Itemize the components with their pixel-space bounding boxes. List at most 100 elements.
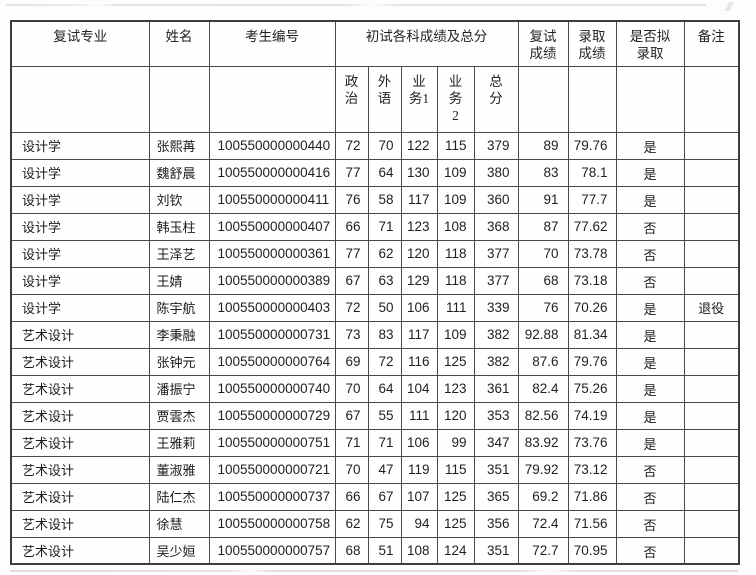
retest-score-cell: 70 (517, 239, 569, 268)
foreign-language-score-cell: 72 (367, 347, 402, 376)
foreign-language-score-cell: 71 (367, 212, 402, 241)
remark-cell (683, 428, 740, 457)
major-course-1-score-cell: 108 (400, 536, 438, 565)
name-cell: 董淑雅 (148, 455, 210, 484)
candidate-id-cell: 100550000000407 (208, 212, 336, 241)
politics-score-cell: 70 (334, 374, 369, 403)
retest-score-cell: 76 (517, 293, 569, 322)
name-cell: 魏舒晨 (148, 158, 210, 187)
admission-score-cell: 73.18 (567, 266, 617, 295)
major-course-2-score-cell: 109 (436, 185, 475, 214)
admitted-cell: 是 (615, 158, 685, 187)
politics-score-cell: 72 (334, 293, 369, 322)
col-header-admitted: 是否拟 录取 (615, 20, 685, 67)
empty-header-cell (615, 65, 685, 133)
foreign-language-score-cell: 67 (367, 482, 402, 511)
admitted-cell: 否 (615, 212, 685, 241)
subcol-header-foreign-language: 外 语 (367, 65, 402, 133)
major-cell: 艺术设计 (10, 482, 150, 511)
empty-header-cell (148, 65, 210, 133)
name-cell: 徐慧 (148, 509, 210, 538)
col-header-name: 姓名 (148, 20, 210, 67)
candidate-id-cell: 100550000000721 (208, 455, 336, 484)
admitted-cell: 是 (615, 428, 685, 457)
major-course-1-score-cell: 117 (400, 320, 438, 349)
foreign-language-score-cell: 58 (367, 185, 402, 214)
admission-results-table: 复试专业 姓名 考生编号 初试各科成绩及总分 复试 成绩 录取 成绩 是否拟 录… (10, 20, 740, 565)
admission-score-cell: 71.56 (567, 509, 617, 538)
major-course-2-score-cell: 109 (436, 320, 475, 349)
col-header-retest-score: 复试 成绩 (517, 20, 569, 67)
admitted-cell: 是 (615, 401, 685, 430)
politics-score-cell: 76 (334, 185, 369, 214)
name-cell: 李秉融 (148, 320, 210, 349)
admitted-cell: 否 (615, 536, 685, 565)
major-course-1-score-cell: 117 (400, 185, 438, 214)
total-score-cell: 368 (473, 212, 519, 241)
major-course-2-score-cell: 125 (436, 347, 475, 376)
politics-score-cell: 73 (334, 320, 369, 349)
candidate-id-cell: 100550000000411 (208, 185, 336, 214)
admitted-cell: 否 (615, 239, 685, 268)
admission-score-cell: 77.7 (567, 185, 617, 214)
major-course-1-score-cell: 106 (400, 293, 438, 322)
foreign-language-score-cell: 70 (367, 131, 402, 160)
candidate-id-cell: 100550000000389 (208, 266, 336, 295)
table-row: 设计学 刘钦 100550000000411 76 58 117 109 360 91 77.7 是 (10, 185, 740, 214)
major-cell: 设计学 (10, 185, 150, 214)
remark-cell (683, 185, 740, 214)
major-cell: 艺术设计 (10, 536, 150, 565)
major-course-1-score-cell: 104 (400, 374, 438, 403)
empty-header-cell (10, 65, 150, 133)
major-cell: 艺术设计 (10, 401, 150, 430)
major-course-2-score-cell: 124 (436, 536, 475, 565)
header-row-2: 政 治 外 语 业 务1 业 务 2 总 分 (10, 65, 740, 133)
major-course-2-score-cell: 99 (436, 428, 475, 457)
admission-score-cell: 75.26 (567, 374, 617, 403)
subcol-header-major-course-1: 业 务1 (400, 65, 438, 133)
admission-score-cell: 78.1 (567, 158, 617, 187)
subcol-header-major-course-2: 业 务 2 (436, 65, 475, 133)
total-score-cell: 377 (473, 239, 519, 268)
admission-score-cell: 73.76 (567, 428, 617, 457)
retest-score-cell: 68 (517, 266, 569, 295)
remark-cell (683, 455, 740, 484)
table-row: 艺术设计 李秉融 100550000000731 73 83 117 109 382 92.88… (10, 320, 740, 349)
name-cell: 王婧 (148, 266, 210, 295)
major-cell: 设计学 (10, 293, 150, 322)
empty-header-cell (683, 65, 740, 133)
major-course-1-score-cell: 129 (400, 266, 438, 295)
remark-cell (683, 158, 740, 187)
retest-score-cell: 82.4 (517, 374, 569, 403)
remark-cell (683, 482, 740, 511)
major-course-2-score-cell: 125 (436, 509, 475, 538)
retest-score-cell: 69.2 (517, 482, 569, 511)
major-cell: 设计学 (10, 212, 150, 241)
total-score-cell: 351 (473, 455, 519, 484)
col-header-major: 复试专业 (10, 20, 150, 67)
subcol-header-total: 总 分 (473, 65, 519, 133)
total-score-cell: 353 (473, 401, 519, 430)
politics-score-cell: 68 (334, 536, 369, 565)
table-row: 艺术设计 陆仁杰 100550000000737 66 67 107 125 365 69.2 7… (10, 482, 740, 511)
col-header-candidate-id: 考生编号 (208, 20, 336, 67)
candidate-id-cell: 100550000000440 (208, 131, 336, 160)
admission-score-cell: 70.26 (567, 293, 617, 322)
remark-cell (683, 509, 740, 538)
empty-header-cell (567, 65, 617, 133)
major-cell: 设计学 (10, 131, 150, 160)
politics-score-cell: 66 (334, 212, 369, 241)
major-cell: 设计学 (10, 158, 150, 187)
candidate-id-cell: 100550000000731 (208, 320, 336, 349)
remark-cell (683, 374, 740, 403)
candidate-id-cell: 100550000000403 (208, 293, 336, 322)
politics-score-cell: 67 (334, 266, 369, 295)
politics-score-cell: 66 (334, 482, 369, 511)
major-course-1-score-cell: 122 (400, 131, 438, 160)
candidate-id-cell: 100550000000737 (208, 482, 336, 511)
admitted-cell: 是 (615, 185, 685, 214)
politics-score-cell: 77 (334, 239, 369, 268)
admitted-cell: 否 (615, 455, 685, 484)
foreign-language-score-cell: 71 (367, 428, 402, 457)
admission-score-cell: 74.19 (567, 401, 617, 430)
